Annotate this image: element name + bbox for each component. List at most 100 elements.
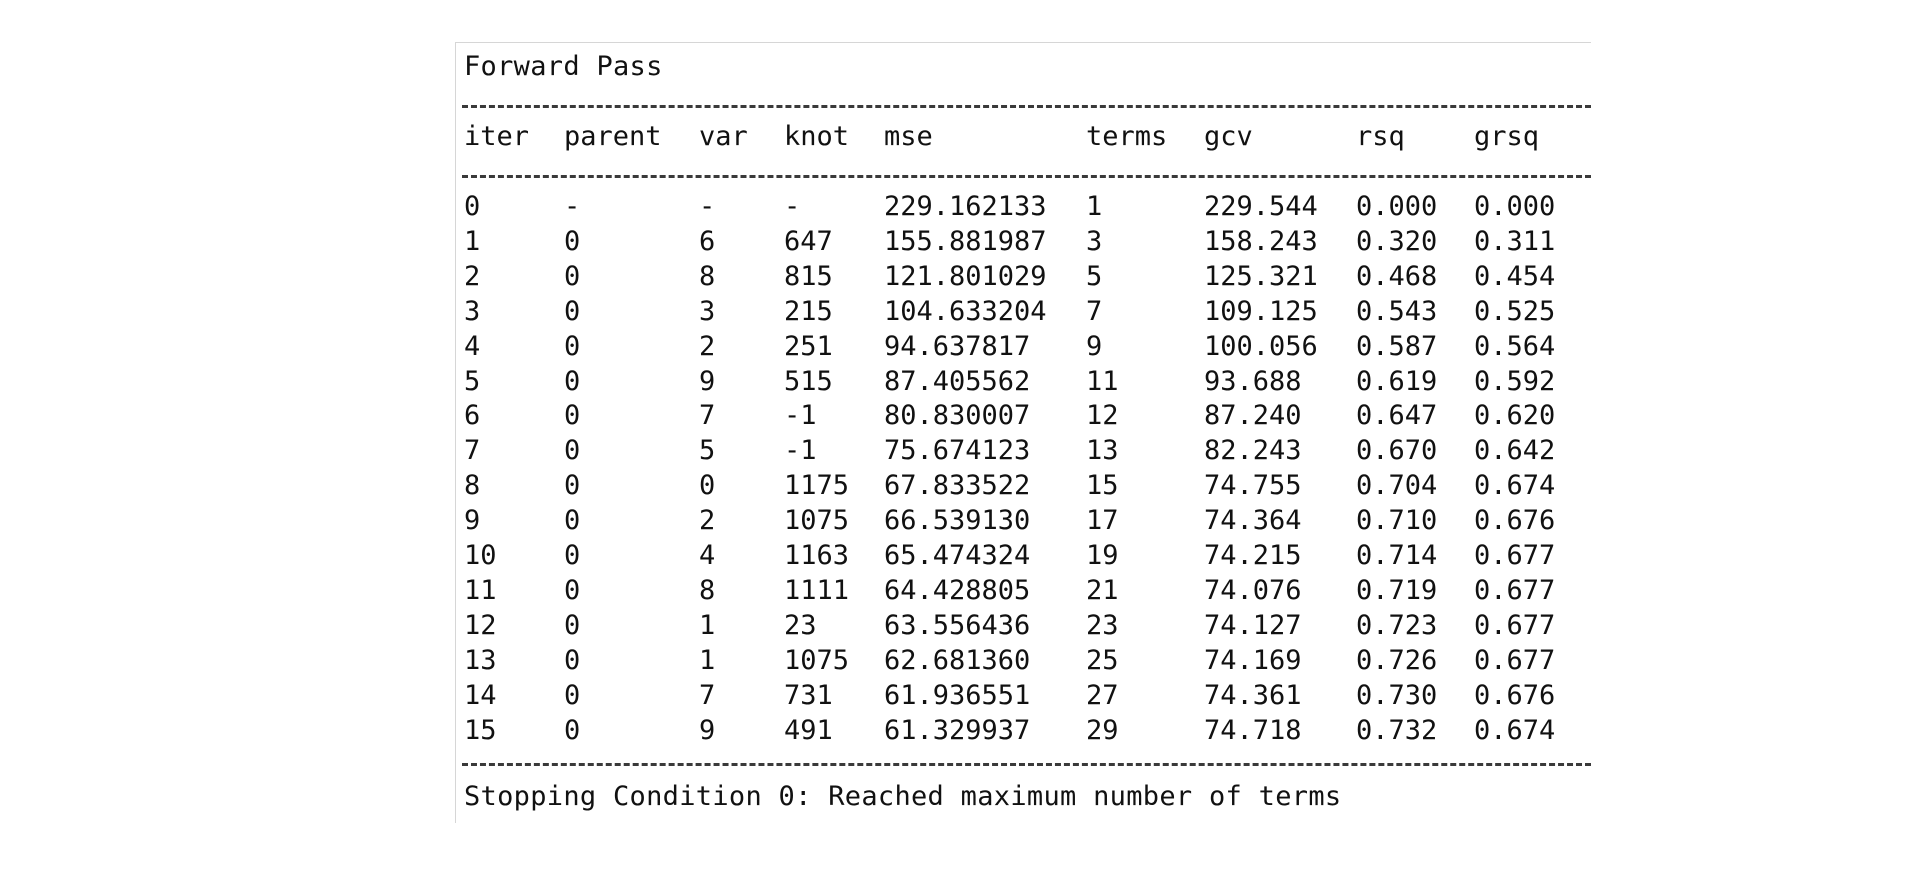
cell-rsq: 0.587 (1356, 330, 1438, 362)
cell-grsq: 0.564 (1474, 330, 1556, 362)
cell-knot: 515 (784, 365, 833, 397)
cell-terms: 9 (1086, 330, 1103, 362)
cell-parent: 0 (564, 365, 581, 397)
cell-rsq: 0.704 (1356, 470, 1438, 502)
cell-var: 1 (699, 609, 716, 641)
cell-parent: 0 (564, 330, 581, 362)
cell-rsq: 0.730 (1356, 679, 1438, 711)
cell-rsq: 0.723 (1356, 609, 1438, 641)
cell-gcv: 109.125 (1204, 295, 1318, 327)
cell-iter: 8 (464, 470, 481, 502)
output-title: Forward Pass (464, 51, 663, 82)
cell-var: 9 (699, 714, 716, 746)
cell-terms: 21 (1086, 574, 1119, 606)
cell-iter: 14 (464, 679, 497, 711)
cell-mse: 87.405562 (884, 365, 1031, 397)
cell-knot: 1175 (784, 470, 850, 502)
cell-iter: 4 (464, 330, 481, 362)
table-row: 14 0 7 731 61.936551 27 74.361 0.730 0.676 (464, 678, 1591, 713)
cell-knot: 1163 (784, 540, 850, 571)
table-header: iter parent var knot mse terms gcv rsq grsq (464, 119, 1591, 154)
cell-parent: 0 (564, 225, 581, 257)
table-row: 5 0 9 515 87.405562 11 93.688 0.619 0.592 (464, 364, 1591, 399)
table-row: 0 - - - 229.162133 1 229.544 0.000 0.000 (464, 189, 1591, 224)
cell-parent: 0 (564, 609, 581, 641)
table-row: 9 0 2 1075 66.539130 17 74.364 0.710 0.676 (464, 503, 1591, 538)
cell-mse: 155.881987 (884, 225, 1047, 257)
cell-knot: 251 (784, 330, 833, 362)
cell-grsq: 0.677 (1474, 574, 1556, 606)
cell-knot: 1111 (784, 574, 850, 606)
cell-terms: 11 (1086, 365, 1119, 397)
cell-parent: 0 (564, 644, 581, 676)
cell-var: 9 (699, 365, 716, 397)
cell-gcv: 74.361 (1204, 679, 1302, 711)
cell-terms: 1 (1086, 191, 1103, 222)
cell-parent: 0 (564, 295, 581, 327)
column-header-rsq: rsq (1356, 121, 1405, 152)
cell-gcv: 82.243 (1204, 435, 1302, 467)
cell-rsq: 0.619 (1356, 365, 1438, 397)
cell-iter: 13 (464, 644, 497, 676)
cell-parent: 0 (564, 435, 581, 467)
table-row: 12 0 1 23 63.556436 23 74.127 0.723 0.677 (464, 608, 1591, 643)
cell-rsq: 0.732 (1356, 714, 1438, 746)
cell-terms: 17 (1086, 505, 1119, 537)
cell-mse: 66.539130 (884, 505, 1031, 537)
cell-grsq: 0.676 (1474, 679, 1556, 711)
cell-knot: 491 (784, 714, 833, 746)
column-header-terms: terms (1086, 121, 1168, 152)
table-row: 13 0 1 1075 62.681360 25 74.169 0.726 0.677 (464, 643, 1591, 678)
table-row: 7 0 5 -1 75.674123 13 82.243 0.670 0.642 (464, 433, 1591, 468)
stopping-condition: Stopping Condition 0: Reached maximum nu… (464, 781, 1342, 812)
table-row: 15 0 9 491 61.329937 29 74.718 0.732 0.674 (464, 713, 1591, 748)
cell-mse: 229.162133 (884, 191, 1047, 222)
cell-grsq: 0.311 (1474, 225, 1556, 257)
cell-terms: 5 (1086, 260, 1103, 292)
cell-parent: 0 (564, 540, 581, 571)
cell-terms: 27 (1086, 679, 1119, 711)
cell-knot: - (784, 191, 801, 222)
cell-grsq: 0.674 (1474, 470, 1556, 502)
cell-iter: 12 (464, 609, 497, 641)
column-header-iter: iter (464, 121, 530, 152)
cell-grsq: 0.000 (1474, 191, 1556, 222)
cell-terms: 15 (1086, 470, 1119, 502)
cell-grsq: 0.525 (1474, 295, 1556, 327)
column-header-gcv: gcv (1204, 121, 1253, 152)
cell-terms: 12 (1086, 400, 1119, 432)
cell-gcv: 74.076 (1204, 574, 1302, 606)
cell-parent: 0 (564, 574, 581, 606)
cell-var: 0 (699, 470, 716, 502)
cell-knot: 731 (784, 679, 833, 711)
cell-iter: 7 (464, 435, 481, 467)
column-header-mse: mse (884, 121, 933, 152)
cell-grsq: 0.677 (1474, 644, 1556, 676)
cell-iter: 1 (464, 225, 481, 257)
cell-var: 7 (699, 679, 716, 711)
cell-grsq: 0.676 (1474, 505, 1556, 537)
table-row: 2 0 8 815 121.801029 5 125.321 0.468 0.454 (464, 259, 1591, 294)
cell-gcv: 74.127 (1204, 609, 1302, 641)
cell-rsq: 0.647 (1356, 400, 1438, 432)
cell-iter: 6 (464, 400, 481, 432)
table-row: 4 0 2 251 94.637817 9 100.056 0.587 0.564 (464, 329, 1591, 364)
cell-grsq: 0.592 (1474, 365, 1556, 397)
table-row: 8 0 0 1175 67.833522 15 74.755 0.704 0.674 (464, 468, 1591, 503)
cell-knot: 1075 (784, 644, 850, 676)
divider-bottom (462, 763, 1591, 766)
cell-knot: 647 (784, 225, 833, 257)
cell-terms: 13 (1086, 435, 1119, 467)
cell-terms: 7 (1086, 295, 1103, 327)
cell-var: 5 (699, 435, 716, 467)
cell-mse: 65.474324 (884, 540, 1031, 571)
cell-iter: 9 (464, 505, 481, 537)
cell-rsq: 0.710 (1356, 505, 1438, 537)
cell-var: 3 (699, 295, 716, 327)
column-header-var: var (699, 121, 748, 152)
column-header-grsq: grsq (1474, 121, 1540, 152)
cell-mse: 61.329937 (884, 714, 1031, 746)
cell-iter: 15 (464, 714, 497, 746)
cell-var: - (699, 191, 716, 222)
cell-var: 6 (699, 225, 716, 257)
